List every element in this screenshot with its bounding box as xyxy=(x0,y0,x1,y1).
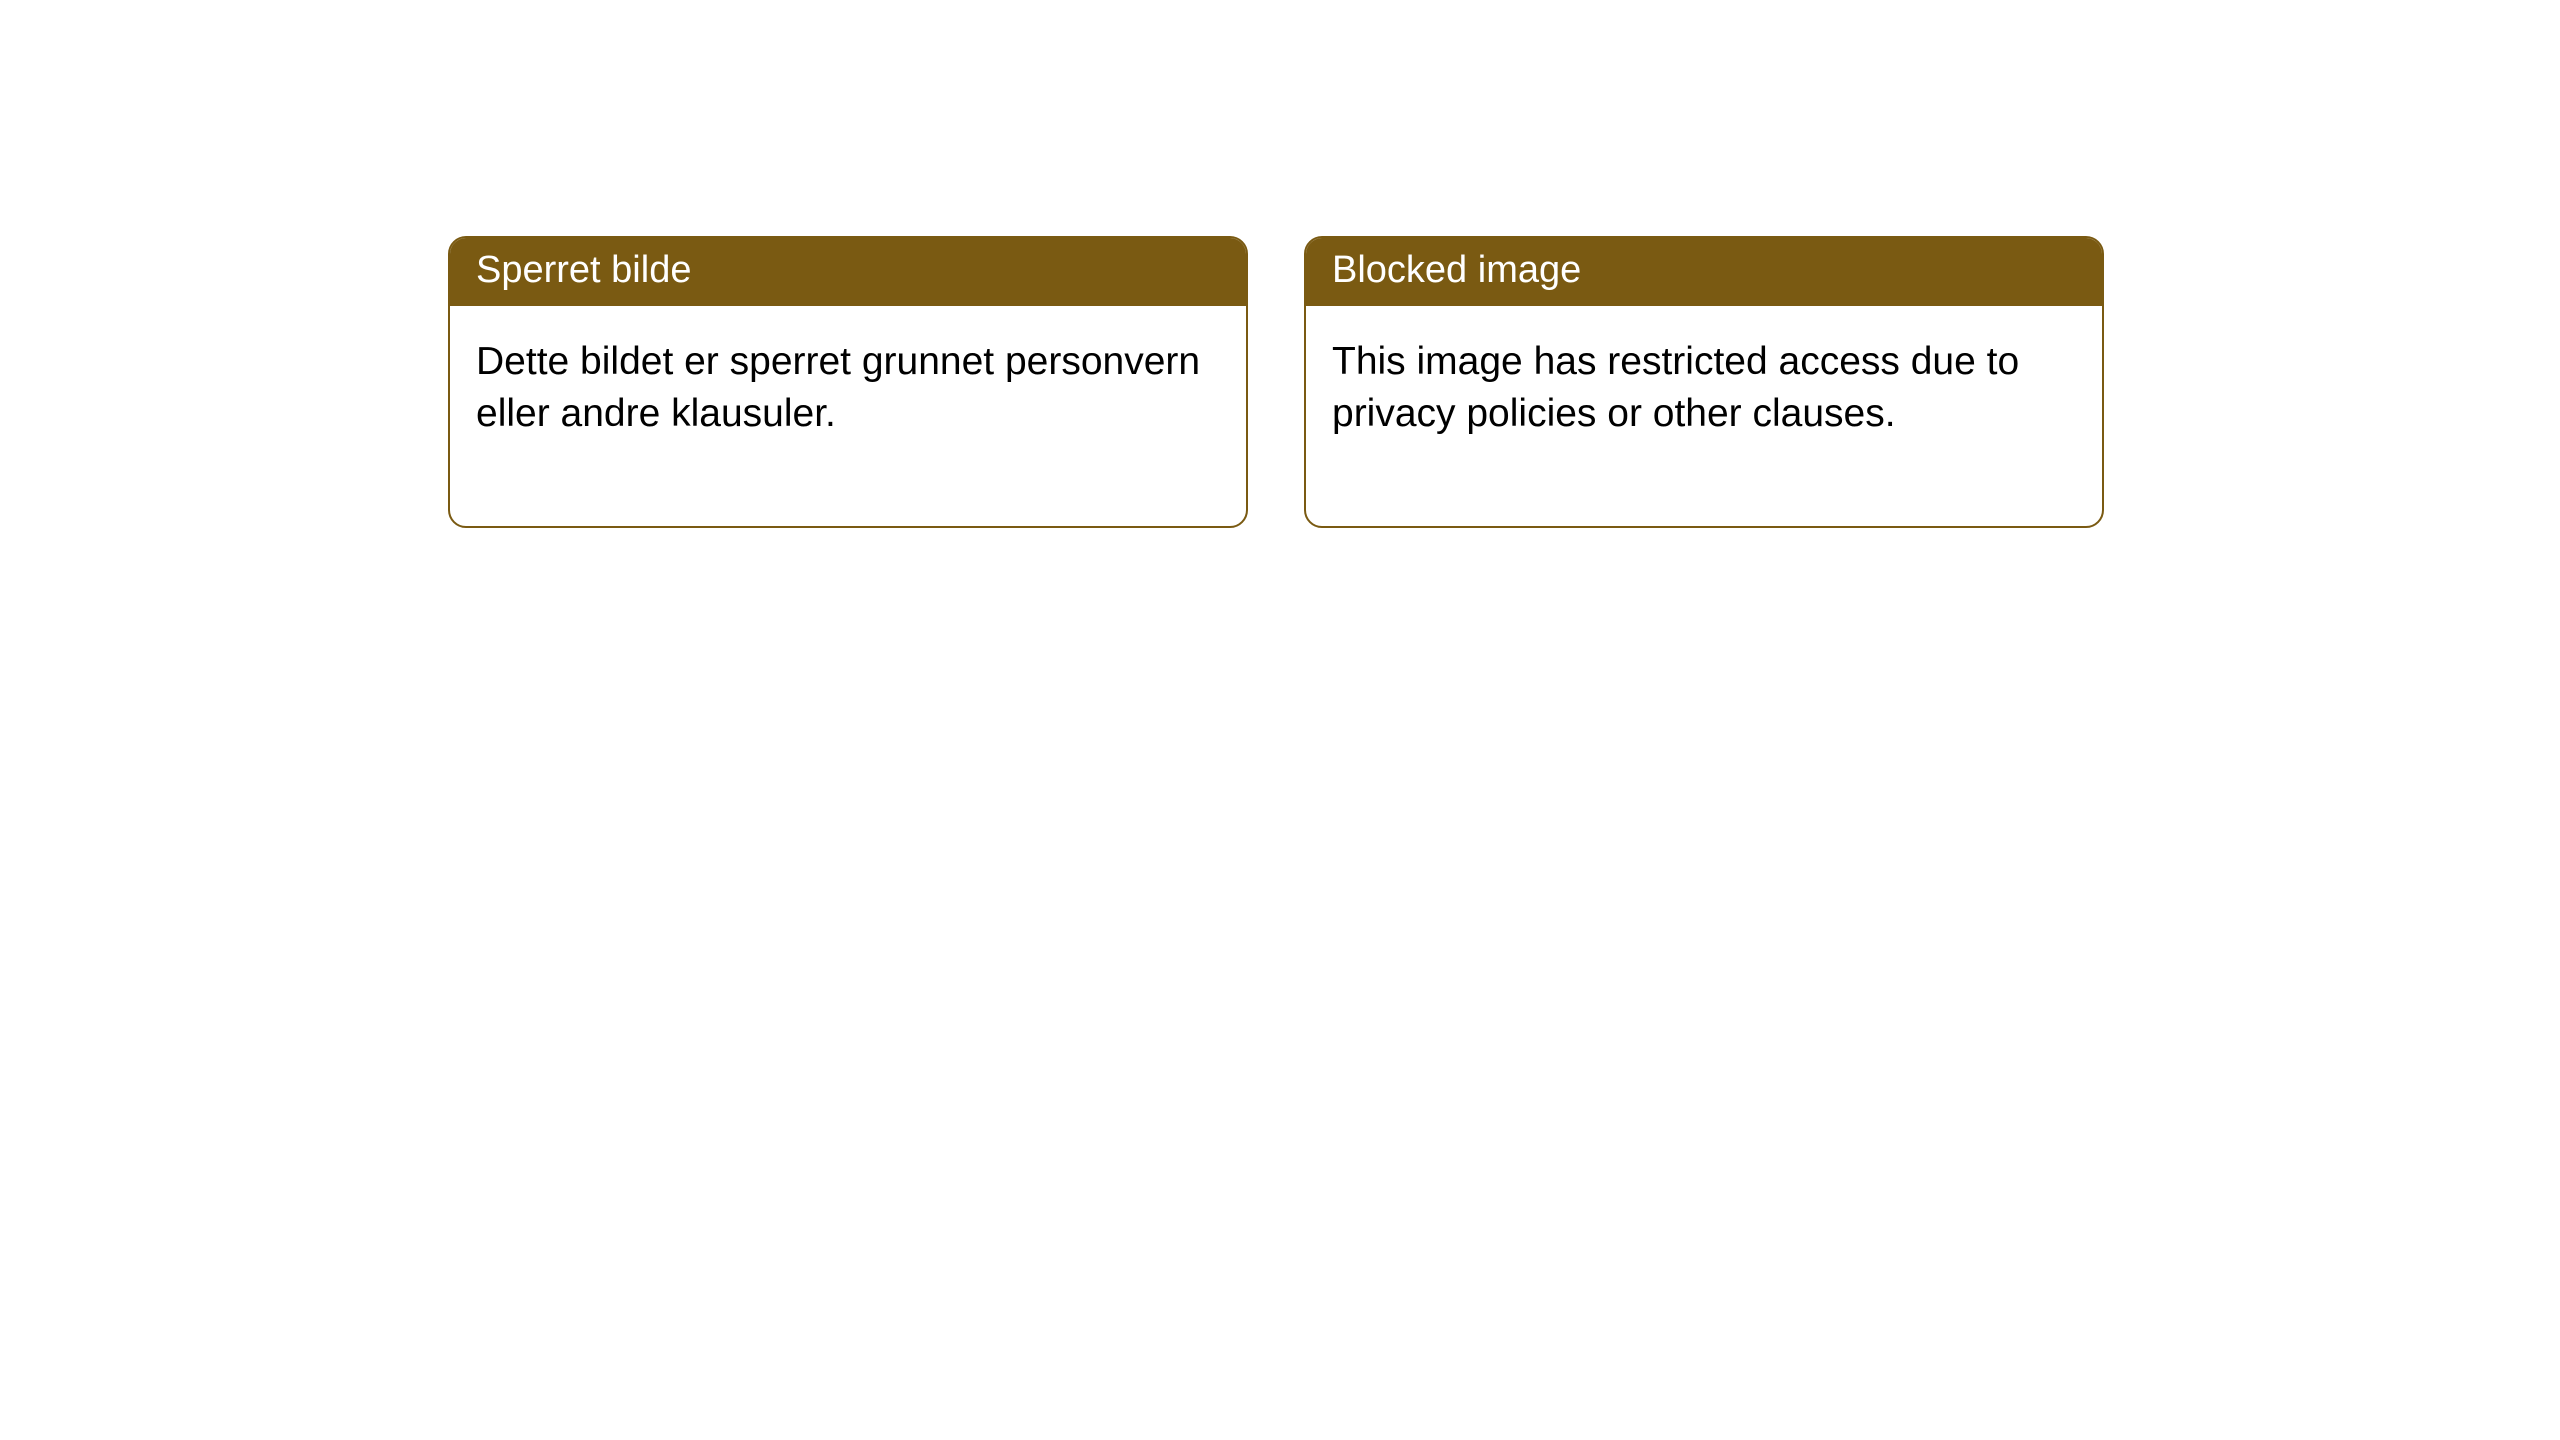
notice-header: Sperret bilde xyxy=(450,238,1246,306)
notice-card-norwegian: Sperret bilde Dette bildet er sperret gr… xyxy=(448,236,1248,528)
notice-card-english: Blocked image This image has restricted … xyxy=(1304,236,2104,528)
notice-header: Blocked image xyxy=(1306,238,2102,306)
notice-body: Dette bildet er sperret grunnet personve… xyxy=(450,306,1246,526)
notice-body: This image has restricted access due to … xyxy=(1306,306,2102,526)
notice-container: Sperret bilde Dette bildet er sperret gr… xyxy=(448,236,2104,528)
